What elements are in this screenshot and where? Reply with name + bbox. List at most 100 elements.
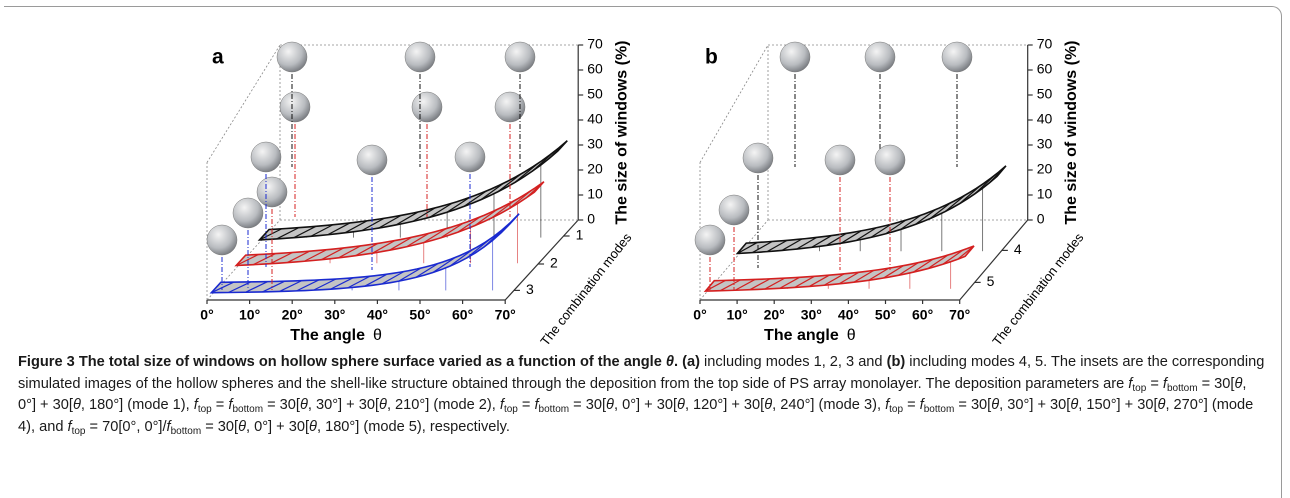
caption-text: f bbox=[1162, 375, 1167, 392]
sphere-inset bbox=[256, 176, 288, 208]
hatch bbox=[811, 235, 832, 248]
hatch bbox=[466, 239, 490, 259]
sphere-inset bbox=[718, 194, 750, 226]
panel-label: a bbox=[212, 46, 224, 69]
hatch bbox=[705, 279, 726, 292]
caption-text: = bbox=[903, 397, 920, 413]
z-tick-label: 60 bbox=[1037, 61, 1053, 77]
hatch bbox=[395, 211, 419, 226]
caption-text: θ bbox=[299, 397, 308, 413]
caption-text: = 30[ bbox=[569, 397, 607, 413]
hatch bbox=[432, 257, 456, 274]
hatch bbox=[440, 222, 464, 239]
hatch bbox=[764, 277, 786, 290]
sphere-inset bbox=[250, 141, 282, 173]
z-tick-label: 10 bbox=[587, 186, 603, 202]
hatch bbox=[942, 249, 964, 265]
hatch bbox=[446, 197, 470, 213]
sphere-inset bbox=[864, 41, 896, 73]
sphere-inset bbox=[276, 41, 308, 73]
hatch bbox=[898, 262, 919, 276]
z-tick-label: 70 bbox=[587, 36, 603, 52]
x-axis-symbol: θ bbox=[847, 327, 856, 344]
x-tick-label: 0° bbox=[693, 307, 706, 323]
hatch bbox=[927, 254, 949, 270]
caption-text: (b) bbox=[886, 354, 906, 370]
x-tick-label: 20° bbox=[282, 307, 303, 323]
caption-subscript: top bbox=[503, 404, 518, 415]
caption-text: f bbox=[67, 418, 72, 435]
caption-text: including modes 4, 5. The insets are the… bbox=[18, 354, 1265, 392]
hatch bbox=[457, 216, 481, 233]
hatch bbox=[823, 273, 845, 286]
hatch bbox=[361, 217, 385, 232]
hatch bbox=[944, 194, 966, 212]
hatch bbox=[364, 273, 388, 287]
z-tick-label: 60 bbox=[587, 61, 603, 77]
sphere-inset bbox=[504, 41, 536, 73]
caption-text: , 30°] + 30[ bbox=[307, 397, 380, 413]
sphere-inset bbox=[874, 144, 906, 176]
hatch bbox=[491, 200, 515, 219]
x-tick-label: 50° bbox=[875, 307, 896, 323]
sphere-inset bbox=[279, 91, 311, 123]
wall-edge bbox=[699, 44, 769, 163]
z-tick-label: 0 bbox=[587, 211, 595, 227]
hatch bbox=[415, 262, 439, 278]
hatch bbox=[296, 279, 320, 292]
mode-tick-label: 1 bbox=[576, 227, 584, 243]
hatch bbox=[737, 241, 758, 255]
caption-text: , 210°] (mode 2), bbox=[386, 397, 500, 413]
figure: 0° 10° 20° 30° 40° 50° 60° 70°01020304050607012… bbox=[200, 36, 1086, 349]
hatch bbox=[548, 140, 568, 159]
sphere-inset bbox=[494, 91, 526, 123]
figure-caption: Figure 3 The total size of windows on ho… bbox=[18, 352, 1268, 438]
hatch bbox=[449, 249, 473, 267]
hatch bbox=[855, 227, 877, 242]
caption-text: θ bbox=[238, 418, 246, 435]
hatch bbox=[406, 232, 430, 248]
hatch bbox=[355, 242, 379, 257]
hatch bbox=[883, 265, 904, 279]
hatch bbox=[372, 240, 396, 254]
hatch bbox=[228, 281, 251, 294]
caption-text: = bbox=[517, 397, 535, 413]
hatch bbox=[957, 245, 975, 260]
caption-text: including modes 1, 2, 3 and bbox=[700, 354, 887, 370]
caption-subscript: top bbox=[1132, 382, 1147, 394]
hatch bbox=[734, 278, 756, 291]
caption-text: , 270°] (mode 4), and bbox=[18, 397, 1254, 435]
hatch bbox=[381, 271, 405, 285]
sphere-inset bbox=[941, 41, 973, 73]
x-tick-label: 60° bbox=[912, 307, 933, 323]
hatch bbox=[338, 245, 361, 259]
caption-subscript: top bbox=[197, 404, 212, 415]
hatch bbox=[412, 207, 436, 222]
caption-text: = 30[ bbox=[201, 418, 239, 435]
x-tick-label: 10° bbox=[727, 307, 748, 323]
caption-text: . bbox=[674, 354, 679, 370]
caption-text: θ bbox=[991, 397, 1000, 413]
hatch bbox=[313, 278, 337, 291]
mode-tick-label: 2 bbox=[550, 255, 558, 271]
caption-text: , 180°] (mode 1), bbox=[80, 397, 194, 413]
hatch bbox=[423, 228, 447, 244]
caption-text: θ bbox=[677, 397, 685, 413]
hatch bbox=[293, 225, 317, 239]
caption-text: f bbox=[534, 397, 539, 413]
caption-subscript: bottom bbox=[923, 404, 955, 415]
caption-text: f bbox=[1128, 375, 1133, 392]
hatch bbox=[525, 181, 545, 199]
hatch bbox=[398, 267, 422, 282]
sphere-inset bbox=[454, 141, 486, 173]
x-axis-title: The angle θ bbox=[764, 327, 856, 344]
z-tick-label: 10 bbox=[1037, 186, 1053, 202]
hatch bbox=[327, 222, 351, 236]
mode-tick-label: 4 bbox=[1014, 241, 1022, 257]
caption-text: θ bbox=[309, 418, 317, 435]
sphere-inset bbox=[824, 144, 856, 176]
x-axis-title: The angle θ bbox=[290, 327, 382, 344]
sphere-inset bbox=[694, 224, 726, 256]
hatch bbox=[310, 224, 334, 237]
hatch bbox=[915, 209, 936, 225]
